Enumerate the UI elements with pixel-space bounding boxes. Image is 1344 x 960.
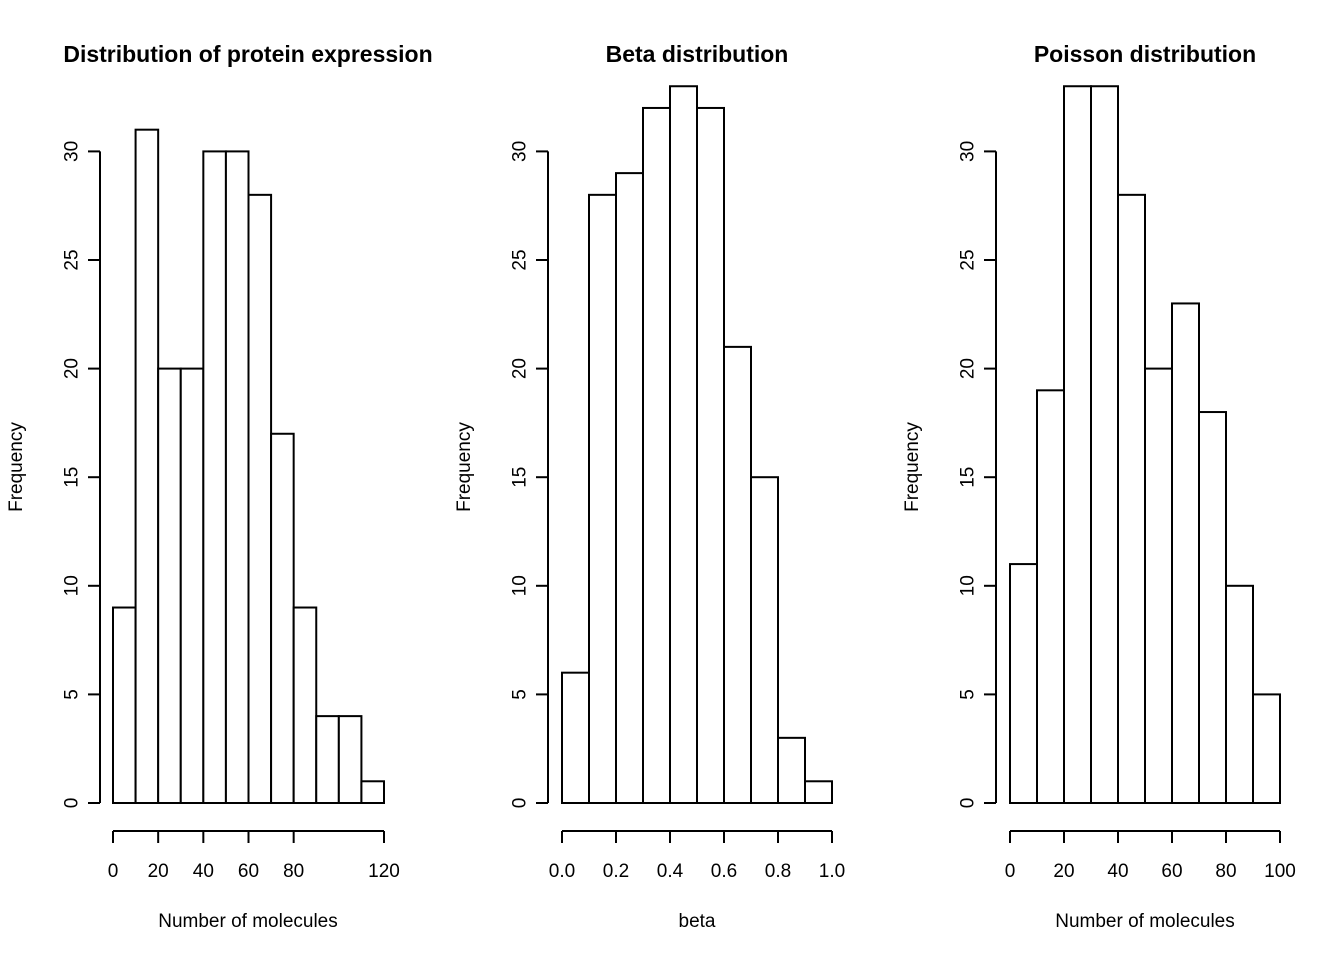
histogram-bar: [179, 367, 205, 804]
histogram-panel-2: Beta distribution 0 5 10 15 20 25 30 0.0 0.2 0.4 0.…: [454, 41, 845, 932]
x-tick-label: 0.4: [657, 861, 684, 882]
y-tick-label: 25: [510, 249, 531, 270]
x-tick-label: 120: [368, 861, 400, 882]
histogram-bar: [224, 150, 250, 804]
y-tick-label: 15: [958, 467, 979, 488]
histogram-bar: [112, 606, 137, 805]
y-tick-label: 10: [510, 575, 531, 596]
histogram-panel-3: Poisson distribution 0 5 10 15 20 25 30 0 20 40 60 8…: [902, 41, 1296, 932]
histogram-bar: [337, 715, 363, 804]
y-tick-label: 0: [62, 798, 83, 809]
x-tick-label: 100: [1264, 861, 1296, 882]
y-tick-label: 20: [958, 358, 979, 379]
histogram-bar: [696, 106, 725, 804]
y-axis-label: Frequency: [902, 422, 923, 512]
x-tick-label: 0.0: [549, 861, 575, 882]
x-tick-label: 0: [108, 861, 119, 882]
y-tick-label: 0: [510, 798, 531, 809]
histogram-bar: [247, 193, 273, 804]
histogram-bar: [588, 193, 617, 804]
histogram-bar: [1144, 367, 1173, 804]
x-tick-label: 60: [1161, 861, 1182, 882]
y-axis-label: Frequency: [6, 422, 27, 512]
y-tick-label: 30: [62, 141, 83, 162]
x-axis-label: Number of molecules: [1055, 911, 1235, 932]
x-tick-label: 20: [1053, 861, 1074, 882]
y-tick-label: 25: [62, 249, 83, 270]
histogram-bar: [315, 715, 340, 804]
histogram-bar: [270, 432, 295, 804]
histogram-panel-1: Distribution of protein expression 0 5 10 15…: [6, 41, 433, 932]
x-tick-label: 80: [283, 861, 304, 882]
y-tick-label: 15: [62, 467, 83, 488]
histogram-bar: [1225, 584, 1254, 804]
histogram-bar: [1009, 563, 1038, 805]
y-tick-label: 30: [510, 141, 531, 162]
histogram-bar: [157, 367, 182, 804]
histogram-bar: [1252, 693, 1281, 805]
x-tick-label: 1.0: [819, 861, 845, 882]
x-tick-label: 0: [1005, 861, 1016, 882]
chart-title: Distribution of protein expression: [63, 41, 432, 67]
x-tick-label: 0.6: [711, 861, 737, 882]
histogram-bar: [723, 345, 752, 804]
y-tick-label: 0: [958, 798, 979, 809]
histogram-bar: [1036, 389, 1065, 804]
y-tick-label: 30: [958, 141, 979, 162]
histogram-bar: [669, 85, 698, 805]
x-axis-label: beta: [679, 911, 716, 932]
y-tick-label: 20: [510, 358, 531, 379]
histogram-bar: [1063, 85, 1092, 805]
y-tick-label: 20: [62, 358, 83, 379]
y-tick-label: 15: [510, 467, 531, 488]
x-tick-label: 0.8: [765, 861, 791, 882]
histogram-bar: [1090, 85, 1119, 805]
x-tick-label: 40: [193, 861, 214, 882]
histogram-bar: [1171, 302, 1200, 804]
y-axis-label: Frequency: [454, 422, 475, 512]
histogram-bar: [804, 780, 833, 805]
histogram-bar: [1117, 193, 1146, 804]
histogram-bar: [615, 172, 644, 804]
chart-title: Poisson distribution: [1034, 41, 1256, 67]
histogram-bar: [202, 150, 227, 804]
x-axis-label: Number of molecules: [158, 911, 338, 932]
histogram-bar: [561, 671, 590, 804]
x-tick-label: 40: [1107, 861, 1128, 882]
histogram-bar: [642, 106, 671, 804]
y-tick-label: 5: [510, 689, 531, 700]
y-tick-label: 25: [958, 249, 979, 270]
x-tick-label: 20: [148, 861, 169, 882]
y-tick-label: 10: [958, 575, 979, 596]
y-tick-label: 5: [62, 689, 83, 700]
histogram-bar: [777, 736, 806, 805]
x-tick-label: 60: [238, 861, 259, 882]
y-tick-label: 10: [62, 575, 83, 596]
x-tick-label: 80: [1215, 861, 1236, 882]
histogram-bar: [750, 476, 779, 804]
y-tick-label: 5: [958, 689, 979, 700]
x-tick-label: 0.2: [603, 861, 629, 882]
histogram-bar: [1198, 411, 1227, 804]
histogram-bar: [292, 606, 318, 805]
chart-title: Beta distribution: [606, 41, 789, 67]
histogram-bar: [134, 128, 160, 804]
histogram-bar: [360, 780, 385, 805]
